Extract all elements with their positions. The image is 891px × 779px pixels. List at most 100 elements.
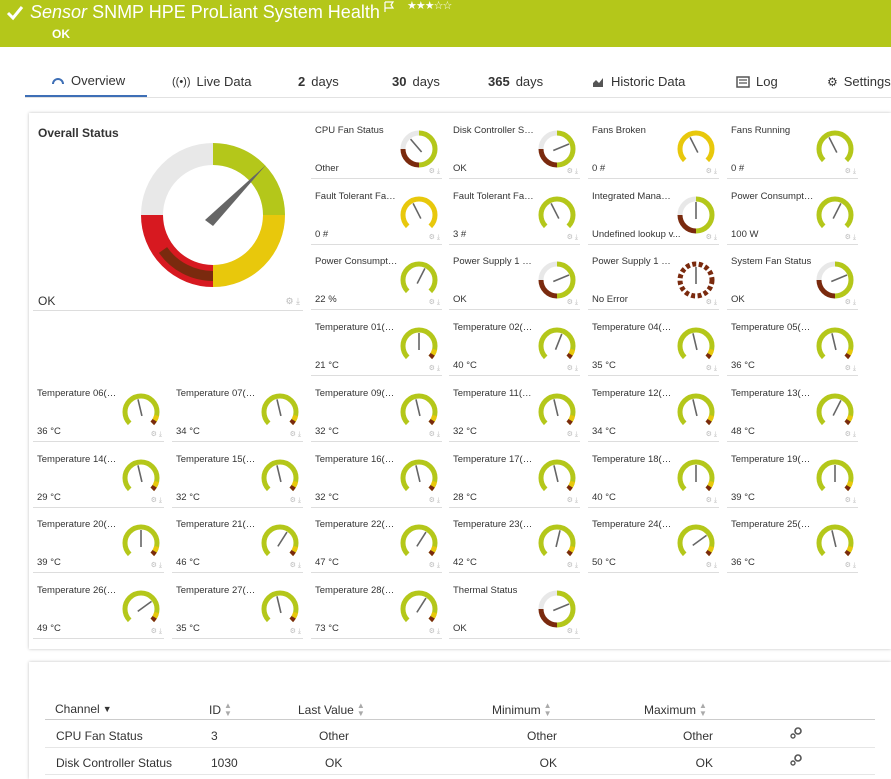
tile-action-icons[interactable]: ⚙ ⤓ xyxy=(566,628,578,635)
tile-action-icons[interactable]: ⚙ ⤓ xyxy=(428,562,440,569)
tile-action-icons[interactable]: ⚙ ⤓ xyxy=(705,562,717,569)
gauge-tile[interactable]: System Fan Status OK ⚙ ⤓ xyxy=(727,248,858,310)
gauge-tile[interactable]: Temperature 22(system) 47 °C ⚙ ⤓ xyxy=(311,511,442,573)
channel-settings-icon[interactable] xyxy=(789,753,803,770)
gauge-tile[interactable]: Temperature 04(memory) 35 °C ⚙ ⤓ xyxy=(588,314,719,376)
gauge-tile[interactable]: Temperature 26(system) 49 °C ⚙ ⤓ xyxy=(33,577,164,639)
tile-action-icons[interactable]: ⚙ ⤓ xyxy=(705,299,717,306)
gauge-tile[interactable]: Temperature 12(power supply) 34 °C ⚙ ⤓ xyxy=(588,380,719,442)
tab-overview[interactable]: Overview xyxy=(25,66,147,97)
gauge-tile[interactable]: Temperature 07(memory) 34 °C ⚙ ⤓ xyxy=(172,380,303,442)
col-last-value[interactable]: Last Value ▲ ▼ xyxy=(298,702,365,718)
tile-action-icons[interactable]: ⚙ ⤓ xyxy=(428,299,440,306)
tile-action-icons[interactable]: ⚙ ⤓ xyxy=(844,234,856,241)
gauge-tile[interactable]: CPU Fan Status Other ⚙ ⤓ xyxy=(311,117,442,179)
col-id[interactable]: ID ▲ ▼ xyxy=(209,702,232,718)
gauge-tile[interactable]: Temperature 15(cpu) 32 °C ⚙ ⤓ xyxy=(172,446,303,508)
gauge-tile[interactable]: Temperature 05(memory) 36 °C ⚙ ⤓ xyxy=(727,314,858,376)
gauge-tile[interactable]: Power Consumption 1 100 W ⚙ ⤓ xyxy=(727,183,858,245)
gauge-tile[interactable]: Fault Tolerant Fans Running 3 # ⚙ ⤓ xyxy=(449,183,580,245)
gauge-tile[interactable]: Temperature 19(system) 39 °C ⚙ ⤓ xyxy=(727,446,858,508)
col-maximum[interactable]: Maximum ▲ ▼ xyxy=(644,702,707,718)
gauge-tile[interactable]: Temperature 20(system) 39 °C ⚙ ⤓ xyxy=(33,511,164,573)
tab-live-data[interactable]: ((•)) Live Data xyxy=(172,66,251,97)
tab-log[interactable]: Log xyxy=(736,66,778,97)
tile-action-icons[interactable]: ⚙ ⤓ xyxy=(844,497,856,504)
gauge-tile[interactable]: Temperature 11(memory) 32 °C ⚙ ⤓ xyxy=(449,380,580,442)
gauge-tile[interactable]: Temperature 14(memory) 29 °C ⚙ ⤓ xyxy=(33,446,164,508)
gauge-tile[interactable]: Temperature 17(memory) 28 °C ⚙ ⤓ xyxy=(449,446,580,508)
gauge-tile[interactable]: Power Supply 1 Condition OK ⚙ ⤓ xyxy=(449,248,580,310)
tile-action-icons[interactable]: ⚙ ⤓ xyxy=(566,431,578,438)
gauge-tile[interactable]: Temperature 27(storage) 35 °C ⚙ ⤓ xyxy=(172,577,303,639)
table-row[interactable]: Disk Controller Status 1030 OK OK OK xyxy=(45,748,875,775)
tile-action-icons[interactable]: ⚙ ⤓ xyxy=(289,497,301,504)
gauge-tile[interactable]: Fans Running 0 # ⚙ ⤓ xyxy=(727,117,858,179)
cell-channel[interactable]: Disk Controller Status xyxy=(56,756,173,770)
tile-action-icons[interactable]: ⚙ ⤓ xyxy=(844,562,856,569)
tile-action-icons[interactable]: ⚙ ⤓ xyxy=(428,234,440,241)
gauge-tile[interactable]: Fault Tolerant Fans Broken 0 # ⚙ ⤓ xyxy=(311,183,442,245)
table-row[interactable]: CPU Fan Status 3 Other Other Other xyxy=(45,721,875,748)
gauge-tile[interactable]: Temperature 18(cpu) 40 °C ⚙ ⤓ xyxy=(588,446,719,508)
gauge-tile[interactable]: Integrated Management Log Undefined looku… xyxy=(588,183,719,245)
tile-action-icons[interactable]: ⚙ ⤓ xyxy=(844,168,856,175)
priority-stars[interactable]: ★★★☆☆ xyxy=(407,0,452,12)
cell-channel[interactable]: CPU Fan Status xyxy=(56,729,143,743)
tab-historic-data[interactable]: Historic Data xyxy=(591,66,685,97)
tile-action-icons[interactable]: ⚙ ⤓ xyxy=(705,365,717,372)
tile-action-icons[interactable]: ⚙ ⤓ xyxy=(705,497,717,504)
tile-action-icons[interactable]: ⚙ ⤓ xyxy=(705,168,717,175)
col-minimum[interactable]: Minimum ▲ ▼ xyxy=(492,702,552,718)
tile-action-icons[interactable]: ⚙ ⤓ xyxy=(150,628,162,635)
tile-action-icons[interactable]: ⚙ ⤓ xyxy=(705,234,717,241)
tab-30-days[interactable]: 30 days xyxy=(392,66,440,97)
tile-action-icons[interactable]: ⚙ ⤓ xyxy=(566,497,578,504)
gauge-tile[interactable]: Temperature 23(system) 42 °C ⚙ ⤓ xyxy=(449,511,580,573)
tile-action-icons[interactable]: ⚙ ⤓ xyxy=(844,299,856,306)
tile-action-icons[interactable]: ⚙ ⤓ xyxy=(428,431,440,438)
gauge-tile[interactable]: Temperature 24(system) 50 °C ⚙ ⤓ xyxy=(588,511,719,573)
gauge-needle xyxy=(555,530,561,548)
gauge-tile[interactable]: Temperature 16(cpu) 32 °C ⚙ ⤓ xyxy=(311,446,442,508)
gauge-tile[interactable]: Temperature 02(cpu) 40 °C ⚙ ⤓ xyxy=(449,314,580,376)
tile-action-icons[interactable]: ⚙ ⤓ xyxy=(150,562,162,569)
tile-action-icons[interactable]: ⚙ ⤓ xyxy=(566,365,578,372)
tile-action-icons[interactable]: ⚙ ⤓ xyxy=(844,365,856,372)
gauge-tile[interactable]: Temperature 01(ambient) 21 °C ⚙ ⤓ xyxy=(311,314,442,376)
tile-action-icons[interactable]: ⚙ ⤓ xyxy=(289,431,301,438)
gauge-tile[interactable]: Temperature 06(memory) 36 °C ⚙ ⤓ xyxy=(33,380,164,442)
tile-action-icons[interactable]: ⚙ ⤓ xyxy=(428,365,440,372)
tile-action-icons[interactable]: ⚙ ⤓ xyxy=(428,168,440,175)
gauge-tile[interactable]: Fans Broken 0 # ⚙ ⤓ xyxy=(588,117,719,179)
tile-action-icons[interactable]: ⚙ ⤓ xyxy=(428,628,440,635)
gauge-tile[interactable]: Temperature 13(power supply) 48 °C ⚙ ⤓ xyxy=(727,380,858,442)
tile-action-icons[interactable]: ⚙ ⤓ xyxy=(289,562,301,569)
gauge-tile[interactable]: Temperature 09(memory) 32 °C ⚙ ⤓ xyxy=(311,380,442,442)
gauge-tile[interactable]: Power Consumption 1 (%) 22 % ⚙ ⤓ xyxy=(311,248,442,310)
tab-2-days[interactable]: 2 days xyxy=(298,66,339,97)
gauge-tile[interactable]: Temperature 28(system) 73 °C ⚙ ⤓ xyxy=(311,577,442,639)
overall-status-tile[interactable]: Overall Status OK ⚙ ⤓ xyxy=(33,117,303,311)
tab-settings[interactable]: ⚙ Settings xyxy=(827,66,891,97)
tile-action-icons[interactable]: ⚙ ⤓ xyxy=(566,562,578,569)
gauge-tile[interactable]: Thermal Status OK ⚙ ⤓ xyxy=(449,577,580,639)
gauge-tile[interactable]: Temperature 21(system) 46 °C ⚙ ⤓ xyxy=(172,511,303,573)
tile-action-icons[interactable]: ⚙ ⤓ xyxy=(289,628,301,635)
flag-icon[interactable] xyxy=(383,1,395,13)
tab-365-days[interactable]: 365 days xyxy=(488,66,543,97)
tile-action-icons[interactable]: ⚙ ⤓ xyxy=(566,234,578,241)
tile-action-icons[interactable]: ⚙ ⤓ xyxy=(705,431,717,438)
gauge-tile[interactable]: Power Supply 1 Status No Error ⚙ ⤓ xyxy=(588,248,719,310)
tile-action-icons[interactable]: ⚙ ⤓ xyxy=(566,299,578,306)
channel-settings-icon[interactable] xyxy=(789,726,803,743)
gauge-tile[interactable]: Disk Controller Status OK ⚙ ⤓ xyxy=(449,117,580,179)
tile-action-icons[interactable]: ⚙ ⤓ xyxy=(428,497,440,504)
col-channel[interactable]: Channel ▼ xyxy=(55,702,112,716)
tile-action-icons[interactable]: ⚙ ⤓ xyxy=(150,497,162,504)
tile-action-icons[interactable]: ⚙ ⤓ xyxy=(844,431,856,438)
tile-action-icons[interactable]: ⚙ ⤓ xyxy=(566,168,578,175)
tile-action-icons[interactable]: ⚙ ⤓ xyxy=(285,296,300,306)
tile-action-icons[interactable]: ⚙ ⤓ xyxy=(150,431,162,438)
gauge-tile[interactable]: Temperature 25(system) 36 °C ⚙ ⤓ xyxy=(727,511,858,573)
